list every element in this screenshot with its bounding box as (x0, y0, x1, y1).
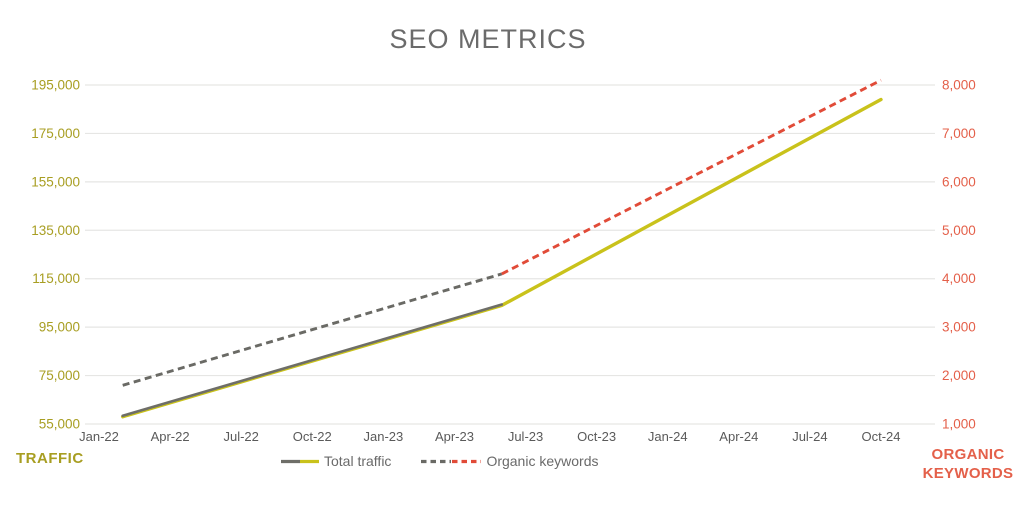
right-axis-tick-label: 2,000 (942, 368, 976, 383)
chart-title: SEO METRICS (389, 24, 587, 54)
x-axis-tick-label: Oct-23 (577, 429, 616, 444)
x-axis-tick-label: Jul-24 (792, 429, 827, 444)
right-axis-title: ORGANIC KEYWORDS (918, 445, 1018, 483)
x-axis-tick-label: Apr-23 (435, 429, 474, 444)
legend-item-organic-keywords: Organic keywords (421, 453, 598, 469)
x-axis-tick-label: Apr-24 (719, 429, 758, 444)
left-axis-title: TRAFFIC (16, 450, 84, 467)
x-axis-tick-label: Jan-24 (648, 429, 688, 444)
x-axis-tick-label: Jan-23 (363, 429, 403, 444)
x-axis-tick-label: Jul-23 (508, 429, 543, 444)
left-axis-tick-label: 95,000 (39, 320, 80, 335)
total-traffic-actual-overlay (121, 303, 504, 418)
left-axis-tick-label: 135,000 (31, 223, 80, 238)
x-axis-tick-label: Jul-22 (223, 429, 258, 444)
x-axis-tick-label: Apr-22 (151, 429, 190, 444)
right-axis-tick-label: 6,000 (942, 174, 976, 189)
left-axis-tick-label: 55,000 (39, 417, 80, 432)
left-axis-tick-label: 175,000 (31, 126, 80, 141)
legend-item-total-traffic: Total traffic (281, 453, 391, 469)
left-axis-tick-label: 115,000 (32, 271, 80, 286)
x-axis-tick-label: Oct-22 (293, 429, 332, 444)
organic-keywords-projected-line (501, 78, 882, 276)
right-axis-tick-label: 7,000 (942, 126, 976, 141)
x-axis-tick-label: Oct-24 (861, 429, 900, 444)
right-axis-title-line2: KEYWORDS (922, 465, 1014, 482)
organic-keywords-line-swatch-icon (421, 459, 482, 463)
right-axis-tick-label: 8,000 (942, 78, 976, 93)
right-axis-tick-label: 4,000 (942, 271, 976, 286)
right-axis-tick-label: 5,000 (942, 223, 976, 238)
x-axis-tick-label: Jan-22 (79, 429, 119, 444)
right-axis-tick-label: 1,000 (942, 417, 976, 432)
legend: Total traffic Organic keywords (281, 453, 598, 469)
total-traffic-line-swatch-icon (281, 459, 319, 463)
right-axis-tick-label: 3,000 (942, 320, 976, 335)
left-axis-tick-label: 195,000 (31, 78, 80, 93)
left-axis-tick-label: 75,000 (39, 368, 80, 383)
legend-label-organic-keywords: Organic keywords (486, 453, 599, 469)
legend-label-total-traffic: Total traffic (324, 453, 392, 469)
total-traffic-line (120, 97, 883, 419)
right-axis-title-line1: ORGANIC (931, 446, 1005, 463)
organic-keywords-actual-line (122, 272, 503, 387)
left-axis-tick-label: 155,000 (31, 174, 80, 189)
